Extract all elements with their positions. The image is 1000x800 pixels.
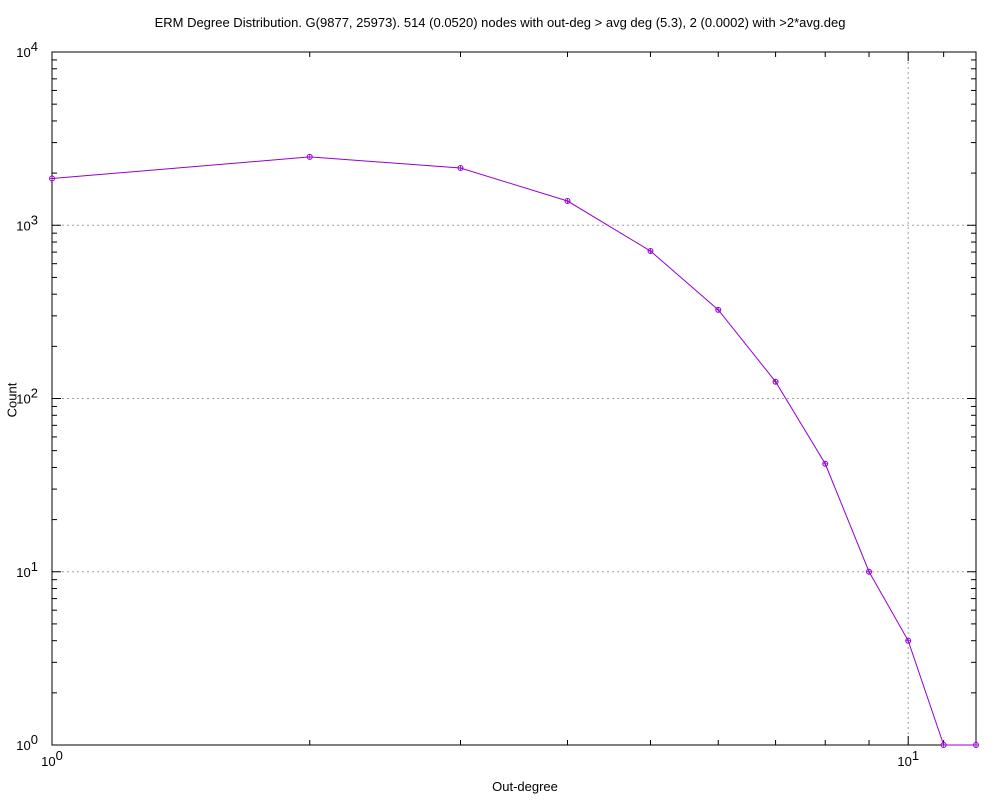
- chart-title: ERM Degree Distribution. G(9877, 25973).…: [154, 15, 846, 30]
- series-line: [51, 156, 976, 746]
- data-point: [822, 460, 829, 467]
- data-point: [866, 568, 873, 575]
- data-point: [564, 198, 571, 205]
- data-point: [973, 742, 979, 748]
- series-layer: [49, 153, 979, 748]
- data-point: [940, 742, 947, 748]
- x-axis-label: Out-degree: [492, 779, 558, 794]
- x-tick-label: 100: [41, 748, 63, 769]
- data-point: [457, 165, 464, 172]
- tick-labels: 100 101 102 103 104 100 101: [16, 39, 919, 769]
- plot-frame: [51, 51, 977, 746]
- y-tick-label: 102: [16, 386, 38, 407]
- y-tick-label: 103: [16, 212, 38, 233]
- y-tick-label: 100: [16, 732, 38, 753]
- x-tick-label: 101: [897, 748, 919, 769]
- y-tick-label: 101: [16, 559, 38, 580]
- data-point: [715, 306, 722, 313]
- data-point: [772, 378, 779, 385]
- data-point: [647, 248, 654, 255]
- data-point: [306, 153, 313, 160]
- data-point: [49, 175, 55, 182]
- data-point: [905, 637, 912, 644]
- grid-lines: [52, 52, 976, 745]
- y-tick-label: 104: [16, 39, 38, 60]
